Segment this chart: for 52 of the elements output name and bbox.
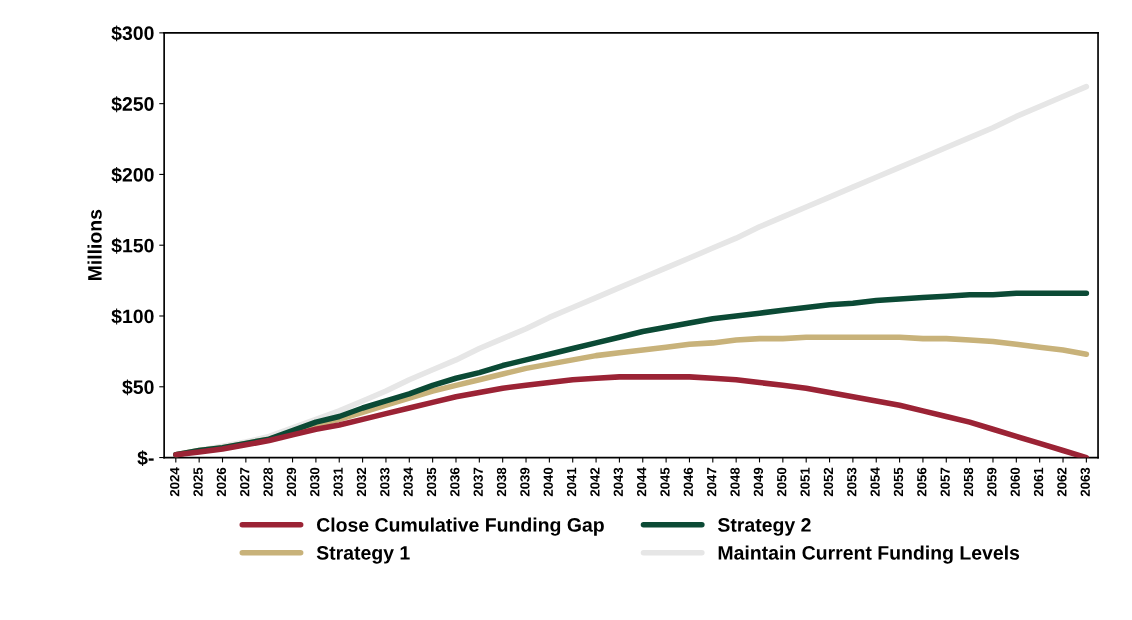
x-tick-label: 2059 — [987, 467, 997, 497]
x-tick-label: 2033 — [380, 467, 390, 497]
legend-label: Strategy 1 — [316, 545, 410, 564]
x-tick-label: 2029 — [286, 467, 297, 497]
x-tick-label: 2063 — [1080, 467, 1090, 497]
x-tick-label: 2061 — [1033, 467, 1044, 497]
legend-label: Maintain Current Funding Levels — [718, 545, 1020, 564]
x-tick-label: 2034 — [403, 467, 413, 497]
x-tick-label: 2030 — [310, 467, 320, 497]
x-tick-label: 2047 — [707, 467, 717, 497]
legend-label: Strategy 2 — [717, 518, 811, 536]
x-tick-label: 2025 — [193, 467, 203, 497]
x-tick-label: 2044 — [636, 467, 647, 497]
y-tick-label: $300 — [111, 25, 154, 42]
x-tick-label: 2054 — [870, 467, 880, 497]
x-tick-label: 2043 — [613, 467, 623, 497]
x-tick-label: 2036 — [450, 467, 460, 497]
y-tick-label: $50 — [122, 379, 154, 396]
x-tick-label: 2041 — [566, 467, 577, 497]
x-tick-label: 2062 — [1057, 467, 1067, 497]
x-tick-label: 2050 — [777, 467, 787, 497]
x-tick-label: 2026 — [216, 467, 227, 497]
x-tick-label: 2053 — [847, 467, 857, 497]
x-tick-label: 2038 — [496, 467, 507, 497]
y-axis-title: Millions — [87, 209, 102, 281]
x-tick-label: 2055 — [893, 467, 904, 497]
y-tick-label: $250 — [111, 96, 154, 113]
x-tick-label: 2039 — [520, 467, 530, 497]
x-tick-label: 2040 — [543, 467, 553, 497]
x-tick-label: 2058 — [963, 467, 974, 497]
x-tick-label: 2056 — [917, 467, 927, 497]
x-tick-label: 2046 — [683, 467, 693, 497]
x-tick-label: 2024 — [170, 467, 180, 497]
x-tick-label: 2027 — [240, 467, 250, 497]
y-tick-label: $200 — [111, 167, 154, 183]
x-tick-label: 2051 — [800, 467, 810, 497]
y-tick-label: $100 — [111, 308, 154, 325]
legend-label: Close Cumulative Funding Gap — [317, 517, 604, 536]
y-tick-label: $150 — [111, 237, 154, 254]
x-tick-label: 2028 — [263, 467, 273, 497]
x-tick-label: 2048 — [730, 467, 740, 497]
x-tick-label: 2057 — [940, 467, 950, 497]
x-tick-label: 2060 — [1010, 467, 1020, 497]
x-tick-label: 2049 — [753, 467, 764, 497]
x-tick-label: 2037 — [473, 467, 483, 497]
x-tick-label: 2035 — [426, 467, 437, 497]
x-tick-label: 2032 — [356, 467, 367, 497]
x-tick-label: 2031 — [333, 467, 343, 497]
x-tick-label: 2052 — [823, 467, 834, 497]
y-tick-label: $- — [137, 450, 154, 467]
x-tick-label: 2042 — [590, 467, 600, 497]
x-tick-label: 2045 — [660, 467, 670, 497]
